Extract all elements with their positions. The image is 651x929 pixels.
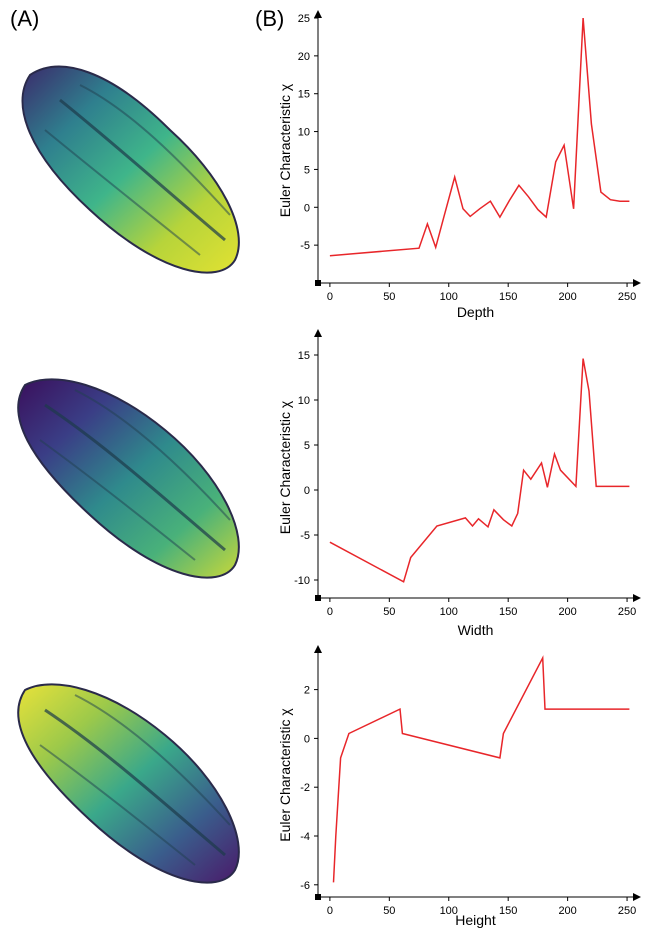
x-tick-label: 50 (383, 291, 395, 303)
y-tick-label: -4 (300, 831, 310, 843)
y-tick-label: 10 (298, 395, 310, 407)
x-tick-label: 200 (558, 905, 576, 917)
axis-origin-marker (315, 595, 321, 601)
y-tick-label: 5 (304, 440, 310, 452)
y-tick-label: 0 (304, 202, 310, 214)
chart-width: 0 50 100 150 200 250 -10 -5 0 5 10 15 Width Euler Cha… (277, 329, 641, 638)
chart-depth: 0 50 100 150 200 250 -5 0 5 10 15 20 25 Depth Euler Ch… (277, 10, 641, 320)
x-tick-label: 200 (558, 291, 576, 303)
x-tick-label: 0 (327, 905, 333, 917)
x-axis-arrow (633, 594, 641, 602)
x-tick-label: 100 (440, 606, 458, 618)
y-tick-label: 15 (298, 89, 310, 101)
x-axis-arrow (633, 279, 641, 287)
y-tick-label: 20 (298, 51, 310, 63)
y-axis-arrow (314, 329, 322, 337)
x-tick-label: 0 (327, 606, 333, 618)
x-tick-label: 250 (618, 291, 636, 303)
x-tick-label: 200 (558, 606, 576, 618)
y-axis-arrow (314, 645, 322, 653)
series-line (332, 655, 630, 883)
x-axis-arrow (633, 893, 641, 901)
x-axis-title: Height (455, 912, 496, 928)
y-tick-label: 0 (304, 733, 310, 745)
y-tick-label: 0 (304, 485, 310, 497)
panel-label-a: (A) (10, 6, 40, 31)
x-tick-label: 250 (618, 905, 636, 917)
panel-label-b: (B) (255, 6, 285, 31)
x-tick-label: 50 (383, 905, 395, 917)
y-axis-title: Euler Characteristic χ (277, 83, 293, 217)
axis-origin-marker (315, 280, 321, 286)
x-tick-label: 250 (618, 606, 636, 618)
x-tick-label: 150 (499, 606, 517, 618)
x-tick-label: 100 (440, 291, 458, 303)
x-tick-label: 0 (327, 291, 333, 303)
y-tick-label: 5 (304, 164, 310, 176)
y-axis-title: Euler Characteristic χ (277, 400, 293, 534)
axis-origin-marker (315, 894, 321, 900)
y-tick-label: -10 (294, 575, 310, 587)
y-tick-label: 15 (298, 350, 310, 362)
x-axis-title: Depth (457, 304, 494, 320)
seed-height-colored (17, 683, 240, 884)
series-line (329, 358, 630, 583)
x-tick-label: 50 (383, 606, 395, 618)
chart-height: 0 50 100 150 200 250 -6 -4 -2 0 2 Height Euler Chara… (277, 645, 641, 928)
x-tick-label: 150 (499, 291, 517, 303)
y-tick-label: 2 (304, 685, 310, 697)
seed-width-colored (17, 378, 240, 579)
x-axis-title: Width (458, 622, 494, 638)
y-tick-label: -5 (300, 240, 310, 252)
x-tick-label: 150 (499, 905, 517, 917)
y-axis-arrow (314, 10, 322, 18)
y-tick-label: 10 (298, 127, 310, 139)
y-tick-label: -2 (300, 782, 310, 794)
x-tick-label: 100 (440, 905, 458, 917)
y-tick-label: -6 (300, 880, 310, 892)
series-line (329, 17, 630, 257)
y-tick-label: 25 (298, 13, 310, 25)
seed-depth-colored (21, 65, 240, 274)
y-tick-label: -5 (300, 530, 310, 542)
y-axis-title: Euler Characteristic χ (277, 708, 293, 842)
